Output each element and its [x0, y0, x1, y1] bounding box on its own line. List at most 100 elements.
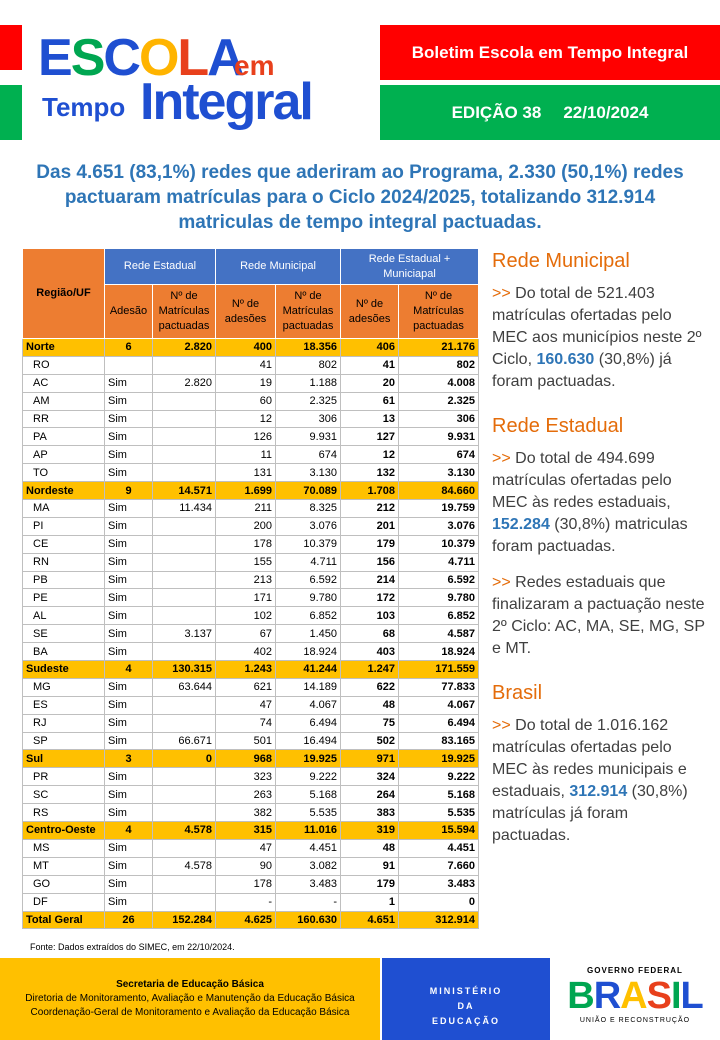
cell: 263 — [215, 785, 277, 805]
gov-logo: GOVERNO FEDERAL BRASIL UNIÃO E RECONSTRU… — [565, 966, 705, 1024]
state-row: RJ Sim 74 6.494 75 6.494 — [22, 713, 480, 733]
date: 22/10/2024 — [563, 102, 649, 122]
marker: >> — [492, 574, 511, 591]
cell: Nº de Matrículas pactuadas — [275, 284, 342, 339]
cell: SP — [22, 731, 105, 751]
cell: 1 — [340, 892, 400, 912]
cell: 41.244 — [275, 660, 342, 679]
cell: 60 — [215, 391, 277, 411]
after: (30,8%) já foram pactuadas. — [492, 351, 672, 390]
marker: >> — [492, 285, 511, 302]
state-row: MG Sim 63.644 621 14.189 622 77.833 — [22, 677, 480, 697]
cell: 48 — [340, 695, 400, 715]
cell: 3.076 — [398, 516, 480, 536]
cell — [151, 695, 217, 715]
cell: 47 — [215, 838, 277, 858]
cell: Sim — [104, 731, 153, 751]
cell: Sim — [104, 445, 153, 465]
cell: Sim — [104, 642, 153, 662]
cell: Sim — [104, 785, 153, 805]
cell: 3 — [104, 749, 153, 769]
cell: 21.176 — [398, 338, 480, 357]
cell: Norte — [22, 338, 105, 357]
cell: 103 — [340, 606, 400, 626]
title-box: Boletim Escola em Tempo Integral — [380, 25, 720, 80]
cell: 10.379 — [275, 534, 342, 554]
before: Do total de 494.699 matrículas ofertadas… — [492, 450, 672, 511]
cell: 3.082 — [275, 856, 342, 876]
cell: 178 — [215, 534, 277, 554]
governo: GOVERNO FEDERAL — [587, 966, 683, 975]
cell: Sim — [104, 552, 153, 572]
cell: 2.325 — [398, 391, 480, 411]
cell: 6.852 — [275, 606, 342, 626]
before: Redes estaduais que finalizaram a pactua… — [492, 574, 705, 657]
state-row: CE Sim 178 10.379 179 10.379 — [22, 534, 480, 554]
header-row: Região/UF Rede Estadual Rede Municipal Rede… — [22, 248, 480, 339]
highlight: 312.914 — [569, 783, 628, 800]
cell: 152.284 — [151, 910, 217, 930]
edition: EDIÇÃO 38 — [451, 102, 542, 122]
cell: 2.325 — [275, 391, 342, 411]
section: Rede Estadual >> Do total de 494.699 matr… — [492, 415, 707, 660]
cell: 4.067 — [275, 695, 342, 715]
state-row: BA Sim 402 18.924 403 18.924 — [22, 642, 480, 662]
cell: 171 — [215, 588, 277, 608]
cell — [151, 892, 217, 912]
cell: Sul — [22, 749, 105, 769]
cell — [151, 606, 217, 626]
cell: 502 — [340, 731, 400, 751]
cell: 3.130 — [275, 463, 342, 483]
footer-secretaria: Secretaria de Educação Básica Diretoria … — [0, 958, 380, 1040]
cell: MS — [22, 838, 105, 858]
footer-line: Coordenação-Geral de Monitoramento e Ava… — [30, 1007, 350, 1018]
cell: 14.189 — [275, 677, 342, 697]
cell: 68 — [340, 624, 400, 644]
cell: 9.222 — [275, 767, 342, 787]
cell: 5.168 — [275, 785, 342, 805]
cell: 19.759 — [398, 499, 480, 518]
cell — [151, 803, 217, 823]
cell: 4.587 — [398, 624, 480, 644]
cell: 20 — [340, 373, 400, 393]
cell: 11.016 — [275, 821, 342, 840]
cell: 6.852 — [398, 606, 480, 626]
cell: Sudeste — [22, 660, 105, 679]
cell: Sim — [104, 373, 153, 393]
section-heading: Rede Municipal — [492, 250, 630, 272]
cell: 61 — [340, 391, 400, 411]
region-row: Sudeste 4 130.315 1.243 41.244 1.247 171.559 — [22, 660, 480, 679]
cell: 77.833 — [398, 677, 480, 697]
state-row: MS Sim 47 4.451 48 4.451 — [22, 838, 480, 858]
cell — [104, 355, 153, 375]
cell: 802 — [398, 355, 480, 375]
cell — [151, 767, 217, 787]
cell: - — [215, 892, 277, 912]
cell: 3.076 — [275, 516, 342, 536]
cell: 312.914 — [398, 910, 480, 930]
cell: PE — [22, 588, 105, 608]
state-row: AC Sim 2.820 19 1.188 20 4.008 — [22, 373, 480, 393]
before: Do total de 1.016.162 matrículas ofertad… — [492, 717, 687, 800]
cell — [151, 427, 217, 447]
cell: 84.660 — [398, 481, 480, 501]
cell: ES — [22, 695, 105, 715]
cell: Sim — [104, 606, 153, 626]
state-row: DF Sim - -1 0 — [22, 892, 480, 912]
region-row: Centro-Oeste 4 4.578 315 11.016 319 15.594 — [22, 821, 480, 840]
cell: 3.137 — [151, 624, 217, 644]
cell: 212 — [340, 499, 400, 518]
cell: Sim — [104, 588, 153, 608]
state-row: MT Sim 4.578 90 3.082 91 7.660 — [22, 856, 480, 876]
side-panel: Rede Municipal >> Do total de 521.403 mat… — [492, 250, 707, 869]
section-heading: Brasil — [492, 682, 543, 704]
cell: 16.494 — [275, 731, 342, 751]
state-row: MA Sim 11.434 211 8.325 212 19.759 — [22, 499, 480, 518]
cell: 12 — [215, 409, 277, 429]
cell: 315 — [215, 821, 277, 840]
cell: 264 — [340, 785, 400, 805]
cell: 10.379 — [398, 534, 480, 554]
cell: Sim — [104, 534, 153, 554]
cell: 3.483 — [275, 874, 342, 894]
secretaria: Secretaria de Educação Básica — [116, 979, 264, 990]
